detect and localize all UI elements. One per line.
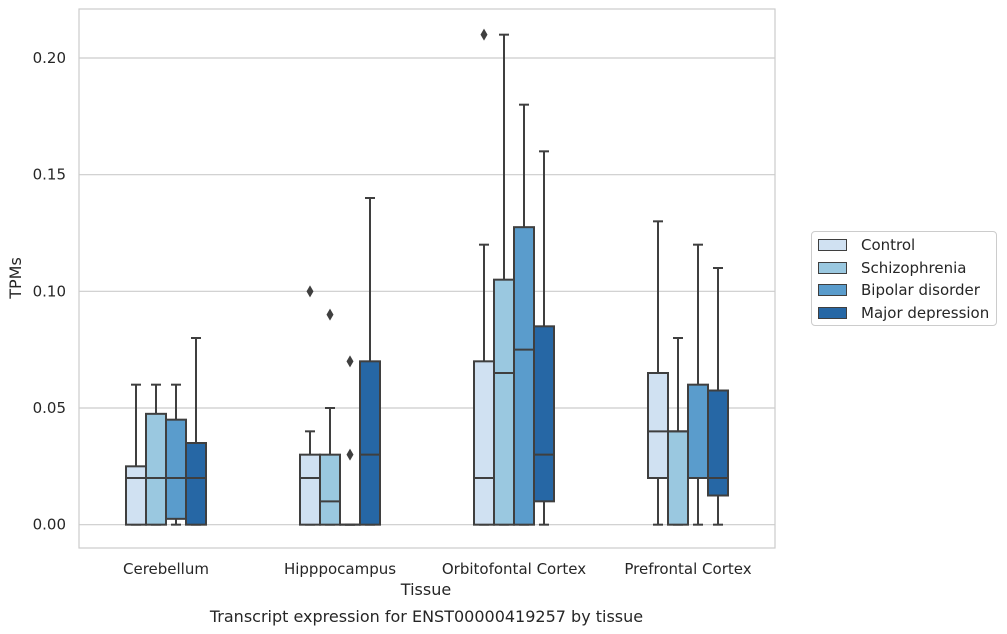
chart-caption: Transcript expression for ENST0000041925… bbox=[209, 607, 644, 626]
box-group bbox=[319, 308, 341, 526]
legend-swatch-bipolar-disorder bbox=[818, 284, 847, 296]
box-group bbox=[299, 285, 321, 526]
y-tick-labels: 0.00 0.05 0.10 0.15 0.20 bbox=[33, 49, 66, 534]
box bbox=[513, 226, 535, 526]
legend-item-bipolar-disorder: Bipolar disorder bbox=[818, 280, 980, 300]
y-axis-label: TPMs bbox=[6, 257, 25, 300]
legend-item-control: Control bbox=[818, 235, 915, 255]
box bbox=[473, 360, 495, 526]
x-tick-label: Cerebellum bbox=[123, 560, 209, 578]
box bbox=[647, 372, 669, 479]
x-tick-labels: Cerebellum Hipppocampus Orbitofontal Corte… bbox=[123, 560, 752, 578]
box-group bbox=[493, 33, 515, 526]
box-group bbox=[185, 337, 207, 526]
y-tick-label: 0.00 bbox=[33, 516, 66, 534]
legend-swatch-control bbox=[818, 239, 847, 251]
x-tick-label: Hipppocampus bbox=[284, 560, 396, 578]
plot-frame bbox=[78, 8, 776, 549]
box-group bbox=[145, 383, 167, 526]
box-group bbox=[707, 267, 729, 526]
legend-swatch-schizophrenia bbox=[818, 262, 847, 274]
box-group bbox=[165, 383, 187, 526]
box-group bbox=[339, 355, 361, 526]
x-axis-label: Tissue bbox=[400, 580, 451, 599]
y-tick-label: 0.05 bbox=[33, 399, 66, 417]
box bbox=[533, 325, 555, 503]
box bbox=[687, 383, 709, 479]
box bbox=[707, 389, 729, 497]
legend-label: Control bbox=[861, 236, 916, 254]
chart-legend: Control Schizophrenia Bipolar disorder M… bbox=[811, 231, 997, 326]
y-tick-label: 0.10 bbox=[33, 282, 66, 300]
legend-swatch-major-depression bbox=[818, 307, 847, 319]
box bbox=[667, 430, 689, 526]
outlier-point bbox=[326, 308, 334, 321]
box-series bbox=[125, 28, 729, 526]
box-group bbox=[667, 337, 689, 526]
box bbox=[145, 412, 167, 526]
y-tick-label: 0.20 bbox=[33, 49, 66, 67]
box bbox=[319, 453, 341, 526]
legend-item-schizophrenia: Schizophrenia bbox=[818, 258, 966, 278]
outlier-point bbox=[306, 285, 314, 298]
box bbox=[493, 278, 515, 526]
box bbox=[125, 465, 147, 526]
box-group bbox=[473, 28, 495, 526]
legend-item-major-depression: Major depression bbox=[818, 303, 989, 323]
box bbox=[165, 418, 187, 520]
box-group bbox=[359, 197, 381, 526]
outlier-point bbox=[346, 355, 354, 368]
y-tick-label: 0.15 bbox=[33, 166, 66, 184]
x-tick-label: Prefrontal Cortex bbox=[624, 560, 751, 578]
x-tick-label: Orbitofontal Cortex bbox=[442, 560, 586, 578]
box-group bbox=[533, 150, 555, 526]
legend-label: Bipolar disorder bbox=[861, 281, 980, 299]
box bbox=[359, 360, 381, 526]
box-group bbox=[125, 383, 147, 526]
outlier-point bbox=[480, 28, 488, 41]
legend-label: Major depression bbox=[861, 304, 990, 322]
box-group bbox=[513, 103, 535, 526]
box bbox=[299, 453, 321, 526]
legend-label: Schizophrenia bbox=[861, 259, 967, 277]
box-group bbox=[687, 243, 709, 526]
outlier-point bbox=[346, 448, 354, 461]
box bbox=[185, 442, 207, 526]
box-group bbox=[647, 220, 669, 526]
